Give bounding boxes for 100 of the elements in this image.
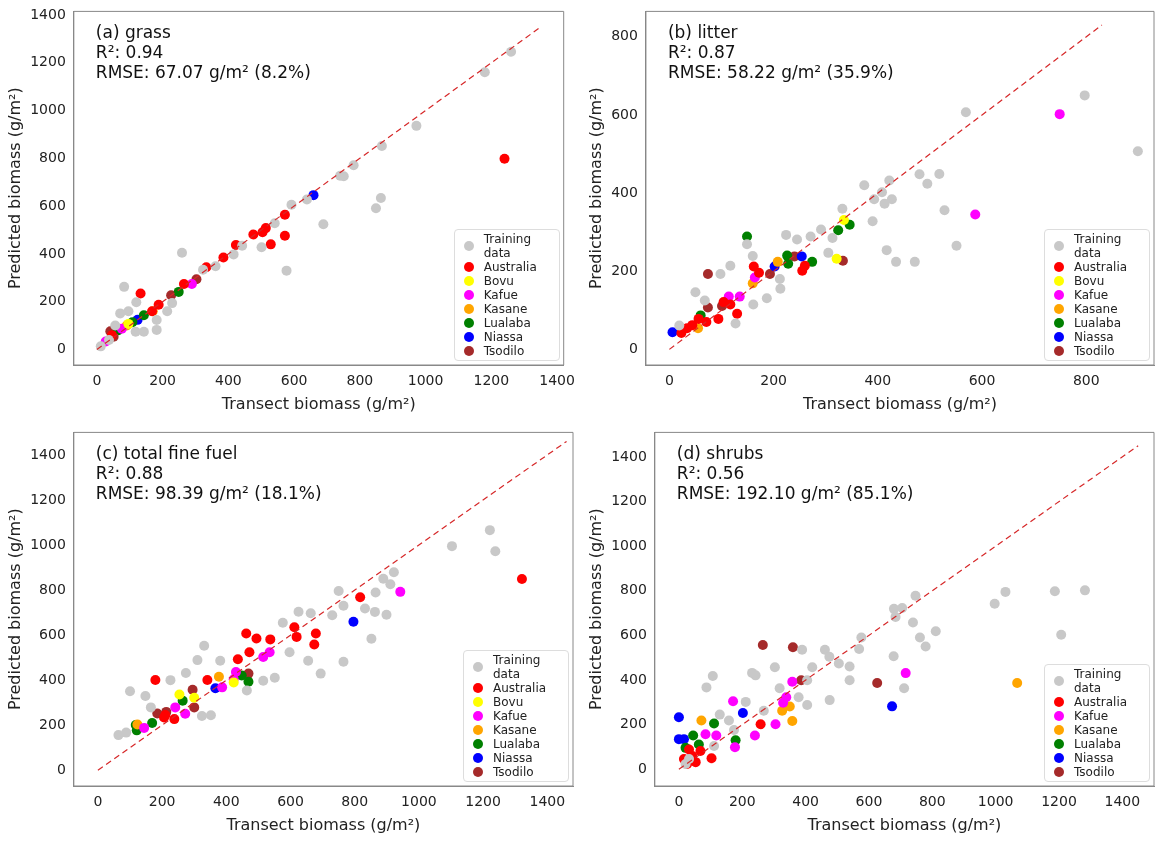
- point: [180, 708, 191, 719]
- point: [289, 622, 300, 633]
- point: [348, 616, 359, 627]
- x-axis-title: Transect biomass (g/m²): [220, 393, 416, 413]
- y-axis-title: Predicted biomass (g/m²): [4, 87, 24, 290]
- x-tick-label: 400: [792, 793, 819, 810]
- x-tick-label: 1400: [539, 372, 575, 389]
- point: [900, 668, 911, 679]
- y-tick-label: 200: [39, 715, 66, 732]
- legend-label: Niassa: [493, 751, 533, 765]
- point: [909, 256, 920, 267]
- point: [706, 753, 717, 764]
- point: [799, 260, 810, 271]
- point: [228, 249, 239, 260]
- y-tick-label: 800: [620, 581, 647, 598]
- point: [881, 245, 892, 256]
- point: [774, 683, 785, 694]
- point: [244, 647, 255, 658]
- legend-label: Kasane: [1074, 302, 1118, 316]
- legend-label: Training data: [1074, 667, 1123, 695]
- point: [151, 315, 162, 326]
- point: [281, 265, 292, 276]
- y-tick-label: 400: [611, 183, 638, 200]
- x-axis-title: Transect biomass (g/m²): [225, 814, 421, 834]
- x-tick-label: 400: [212, 793, 240, 810]
- point: [757, 640, 768, 651]
- point: [217, 682, 228, 693]
- y-tick-label: 1000: [611, 536, 647, 553]
- point: [176, 247, 187, 258]
- point: [770, 719, 781, 730]
- point: [754, 267, 764, 278]
- point: [167, 298, 178, 309]
- point: [831, 253, 842, 264]
- x-tick-label: 0: [92, 372, 102, 389]
- point: [499, 153, 510, 164]
- y-axis-title: Predicted biomass (g/m²): [4, 508, 24, 711]
- point: [787, 676, 798, 687]
- point: [199, 640, 210, 651]
- x-tick-label: 1200: [1041, 793, 1077, 810]
- y-tick-label: 800: [39, 148, 66, 165]
- point: [411, 120, 422, 131]
- point: [138, 326, 149, 337]
- x-tick-label: 1400: [1104, 793, 1141, 810]
- x-tick-label: 1400: [529, 793, 566, 810]
- point: [792, 234, 803, 245]
- legend-label: Tsodilo: [1074, 344, 1115, 358]
- point: [887, 701, 898, 712]
- y-tick-label: 1200: [611, 492, 647, 509]
- point: [147, 717, 158, 728]
- point: [153, 299, 164, 310]
- legend-label: Bovu: [493, 695, 524, 709]
- x-tick-label: 600: [277, 793, 304, 810]
- point: [797, 644, 808, 655]
- point: [243, 676, 254, 687]
- point: [1012, 677, 1023, 688]
- y-tick-label: 1200: [30, 53, 66, 70]
- point: [151, 324, 162, 335]
- y-tick-label: 200: [39, 292, 66, 309]
- annotation: (b) litter: [667, 22, 738, 43]
- point: [914, 632, 925, 643]
- point: [215, 655, 226, 666]
- point: [755, 719, 766, 730]
- x-tick-label: 1000: [401, 793, 437, 810]
- point: [934, 168, 945, 179]
- point: [833, 225, 844, 236]
- point: [135, 288, 146, 299]
- point: [385, 579, 396, 590]
- y-axis-title: Predicted biomass (g/m²): [585, 508, 605, 711]
- point: [740, 696, 751, 707]
- point: [819, 644, 830, 655]
- point: [479, 67, 490, 78]
- point: [269, 218, 280, 229]
- point: [265, 634, 276, 645]
- point: [395, 586, 406, 597]
- point: [232, 654, 243, 665]
- point: [886, 194, 897, 205]
- x-axis-title: Transect biomass (g/m²): [802, 393, 997, 413]
- point: [150, 674, 161, 685]
- point: [807, 662, 818, 673]
- point: [939, 205, 950, 216]
- point: [115, 308, 126, 319]
- point: [674, 320, 685, 331]
- legend-label: Lualaba: [1074, 316, 1122, 330]
- point: [805, 231, 816, 242]
- point: [891, 256, 902, 267]
- point: [775, 283, 786, 294]
- y-tick-label: 0: [56, 340, 66, 357]
- x-tick-label: 800: [1072, 372, 1100, 389]
- point: [291, 631, 302, 642]
- annotation: RMSE: 192.10 g/m² (85.1%): [676, 483, 914, 504]
- legend-label: Tsodilo: [483, 344, 525, 358]
- y-tick-label: 400: [39, 670, 66, 687]
- point: [355, 592, 366, 603]
- x-tick-label: 200: [149, 372, 176, 389]
- point: [749, 730, 760, 741]
- y-tick-label: 600: [620, 626, 647, 643]
- point: [446, 541, 457, 552]
- point: [844, 661, 855, 672]
- point: [742, 239, 753, 250]
- x-tick-label: 1000: [977, 793, 1014, 810]
